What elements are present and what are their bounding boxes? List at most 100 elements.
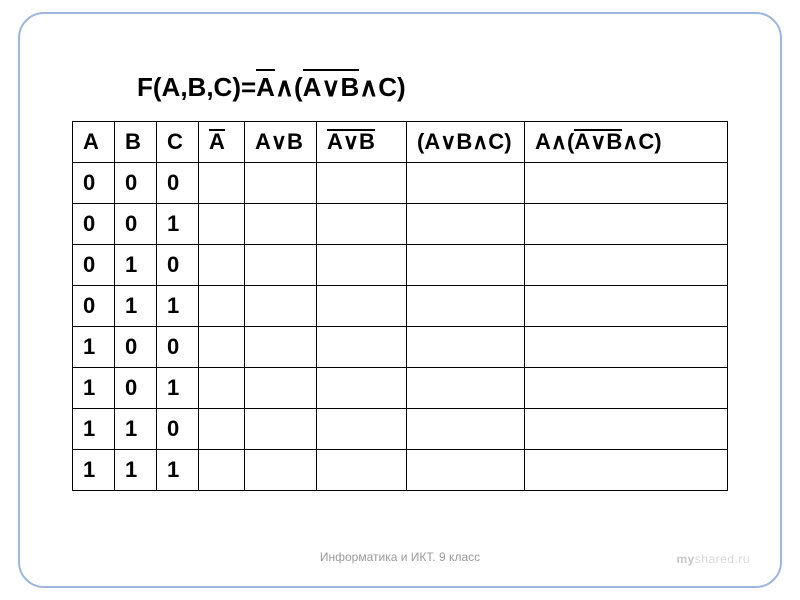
formula-op1: ∧( bbox=[275, 72, 303, 102]
cell: 0 bbox=[157, 327, 199, 368]
watermark-right: shared.ru bbox=[695, 552, 750, 566]
cell bbox=[317, 286, 407, 327]
cell bbox=[407, 245, 525, 286]
cell bbox=[199, 327, 245, 368]
slide-card: F(A,B,C)=A∧(A∨B∧C) A B C A A∨B A∨B (A∨B∧… bbox=[18, 12, 782, 588]
cell: 0 bbox=[115, 163, 157, 204]
th-avb: A∨B bbox=[245, 122, 317, 163]
table-row: 1 0 0 bbox=[73, 327, 728, 368]
cell bbox=[407, 409, 525, 450]
cell bbox=[245, 286, 317, 327]
cell: 0 bbox=[157, 409, 199, 450]
th-not-a-text: A bbox=[209, 129, 225, 154]
cell bbox=[317, 163, 407, 204]
cell bbox=[525, 327, 728, 368]
cell: 1 bbox=[73, 409, 115, 450]
cell bbox=[317, 327, 407, 368]
cell bbox=[245, 450, 317, 491]
cell bbox=[407, 450, 525, 491]
cell: 0 bbox=[115, 368, 157, 409]
cell bbox=[407, 163, 525, 204]
footer-text: Информатика и ИКТ. 9 класс bbox=[20, 550, 780, 564]
cell: 0 bbox=[73, 204, 115, 245]
cell: 1 bbox=[115, 409, 157, 450]
table-header-row: A B C A A∨B A∨B (A∨B∧C) A∧(A∨B∧C) bbox=[73, 122, 728, 163]
cell bbox=[525, 286, 728, 327]
cell bbox=[199, 163, 245, 204]
th-full-pre: A∧( bbox=[535, 129, 574, 154]
th-not-a: A bbox=[199, 122, 245, 163]
watermark-left: my bbox=[676, 552, 694, 566]
cell bbox=[245, 245, 317, 286]
th-b: B bbox=[115, 122, 157, 163]
cell bbox=[317, 450, 407, 491]
cell bbox=[525, 368, 728, 409]
cell bbox=[245, 409, 317, 450]
cell: 0 bbox=[157, 245, 199, 286]
cell bbox=[407, 327, 525, 368]
formula-not-avb: A∨B bbox=[303, 72, 360, 103]
cell bbox=[245, 204, 317, 245]
cell bbox=[245, 368, 317, 409]
cell bbox=[525, 409, 728, 450]
truth-table: A B C A A∨B A∨B (A∨B∧C) A∧(A∨B∧C) 0 0 0 bbox=[72, 121, 728, 491]
cell bbox=[199, 409, 245, 450]
th-full-post: ∧C) bbox=[622, 129, 661, 154]
cell: 1 bbox=[157, 368, 199, 409]
cell: 1 bbox=[73, 327, 115, 368]
cell bbox=[525, 450, 728, 491]
th-group: (A∨B∧C) bbox=[407, 122, 525, 163]
cell: 1 bbox=[157, 286, 199, 327]
table-body: 0 0 0 0 0 1 bbox=[73, 163, 728, 491]
table-row: 0 0 1 bbox=[73, 204, 728, 245]
cell bbox=[407, 286, 525, 327]
cell bbox=[407, 204, 525, 245]
cell bbox=[317, 409, 407, 450]
cell bbox=[245, 163, 317, 204]
cell bbox=[199, 368, 245, 409]
cell bbox=[199, 450, 245, 491]
cell: 1 bbox=[115, 245, 157, 286]
th-c: C bbox=[157, 122, 199, 163]
cell: 0 bbox=[73, 245, 115, 286]
cell bbox=[407, 368, 525, 409]
cell: 1 bbox=[115, 450, 157, 491]
table-row: 0 1 0 bbox=[73, 245, 728, 286]
cell: 1 bbox=[73, 368, 115, 409]
cell bbox=[317, 204, 407, 245]
cell: 0 bbox=[73, 286, 115, 327]
formula-prefix: F(A,B,C)= bbox=[137, 72, 256, 102]
table-row: 0 1 1 bbox=[73, 286, 728, 327]
th-full: A∧(A∨B∧C) bbox=[525, 122, 728, 163]
cell bbox=[245, 327, 317, 368]
cell: 0 bbox=[73, 163, 115, 204]
th-a: A bbox=[73, 122, 115, 163]
cell: 1 bbox=[157, 204, 199, 245]
formula-not-a: A bbox=[256, 72, 275, 103]
cell: 0 bbox=[115, 204, 157, 245]
table-row: 1 1 0 bbox=[73, 409, 728, 450]
th-full-mid: A∨B bbox=[574, 129, 622, 154]
cell: 0 bbox=[157, 163, 199, 204]
cell: 0 bbox=[115, 327, 157, 368]
content-area: F(A,B,C)=A∧(A∨B∧C) A B C A A∨B A∨B (A∨B∧… bbox=[72, 72, 728, 491]
th-not-avb: A∨B bbox=[317, 122, 407, 163]
cell: 1 bbox=[157, 450, 199, 491]
cell bbox=[525, 163, 728, 204]
cell: 1 bbox=[115, 286, 157, 327]
cell bbox=[525, 245, 728, 286]
cell: 1 bbox=[73, 450, 115, 491]
cell bbox=[199, 286, 245, 327]
table-row: 0 0 0 bbox=[73, 163, 728, 204]
cell bbox=[317, 368, 407, 409]
table-row: 1 0 1 bbox=[73, 368, 728, 409]
cell bbox=[525, 204, 728, 245]
formula-op2: ∧C) bbox=[359, 72, 405, 102]
table-row: 1 1 1 bbox=[73, 450, 728, 491]
cell bbox=[199, 245, 245, 286]
cell bbox=[199, 204, 245, 245]
watermark: myshared.ru bbox=[676, 552, 750, 566]
th-not-avb-text: A∨B bbox=[327, 129, 375, 154]
cell bbox=[317, 245, 407, 286]
formula-title: F(A,B,C)=A∧(A∨B∧C) bbox=[137, 72, 728, 103]
